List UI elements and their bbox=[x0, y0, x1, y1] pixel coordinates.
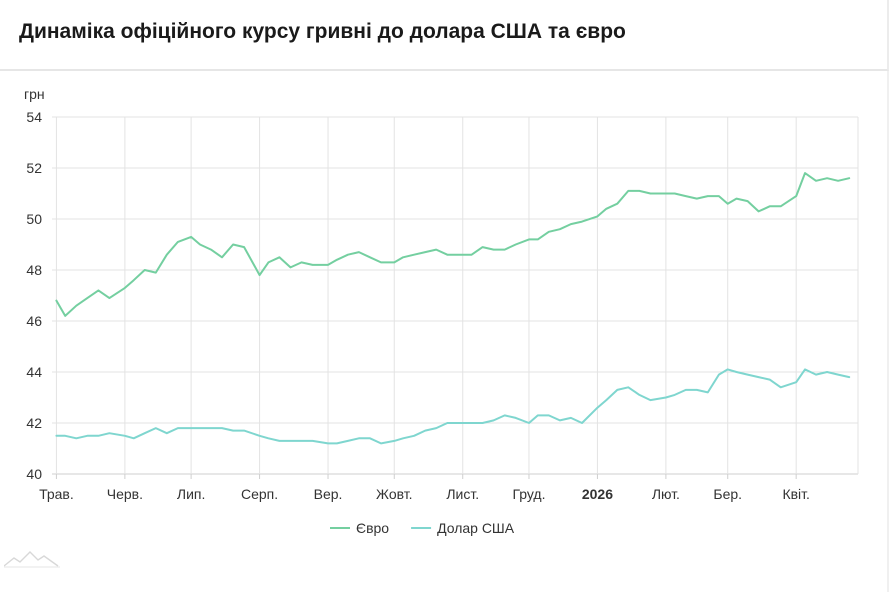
x-tick-label: Серп. bbox=[241, 486, 278, 502]
brand-mountain-icon bbox=[4, 551, 60, 568]
y-axis: 40 42 44 46 48 50 52 54 bbox=[26, 109, 42, 482]
series-line-1 bbox=[55, 368, 851, 445]
y-tick-label: 48 bbox=[26, 262, 42, 278]
x-tick-label: Вер. bbox=[314, 486, 343, 502]
y-tick-label: 42 bbox=[26, 415, 42, 431]
x-tick-label: Лист. bbox=[446, 486, 479, 502]
legend[interactable]: Євро Долар США bbox=[330, 520, 515, 536]
y-tick-label: 44 bbox=[26, 364, 42, 380]
y-axis-unit-label: грн bbox=[24, 86, 45, 102]
y-tick-label: 50 bbox=[26, 211, 42, 227]
y-tick-label: 40 bbox=[26, 466, 42, 482]
chart-title: Динаміка офіційного курсу гривні до дола… bbox=[19, 20, 626, 43]
legend-label: Долар США bbox=[437, 520, 515, 536]
x-tick-label: Бер. bbox=[713, 486, 742, 502]
y-tick-label: 46 bbox=[26, 313, 42, 329]
legend-item[interactable]: Євро bbox=[330, 520, 389, 536]
x-tick-label: Черв. bbox=[107, 486, 143, 502]
series-line-0 bbox=[55, 172, 851, 317]
legend-label: Євро bbox=[356, 520, 389, 536]
y-tick-label: 54 bbox=[26, 109, 42, 125]
x-tick-label: Квіт. bbox=[782, 486, 809, 502]
legend-item[interactable]: Долар США bbox=[411, 520, 515, 536]
currency-line-chart: 40 42 44 46 48 50 52 54 Трав. Черв. Лип. Серп. Вер.… bbox=[24, 86, 859, 536]
chart-header: Динаміка офіційного курсу гривні до дола… bbox=[0, 0, 889, 71]
x-axis: Трав. Черв. Лип. Серп. Вер. Жовт. Лист. Груд. 20… bbox=[39, 486, 810, 502]
x-tick-label: Трав. bbox=[39, 486, 74, 502]
x-tick-label: 2026 bbox=[582, 486, 613, 502]
x-tick-label: Лип. bbox=[177, 486, 205, 502]
x-tick-label: Груд. bbox=[512, 486, 545, 502]
x-tick-label: Лют. bbox=[652, 486, 680, 502]
series-lines bbox=[55, 172, 851, 445]
grid bbox=[52, 116, 859, 479]
panel-edge bbox=[887, 71, 889, 592]
y-tick-label: 52 bbox=[26, 160, 42, 176]
x-tick-label: Жовт. bbox=[376, 486, 412, 502]
